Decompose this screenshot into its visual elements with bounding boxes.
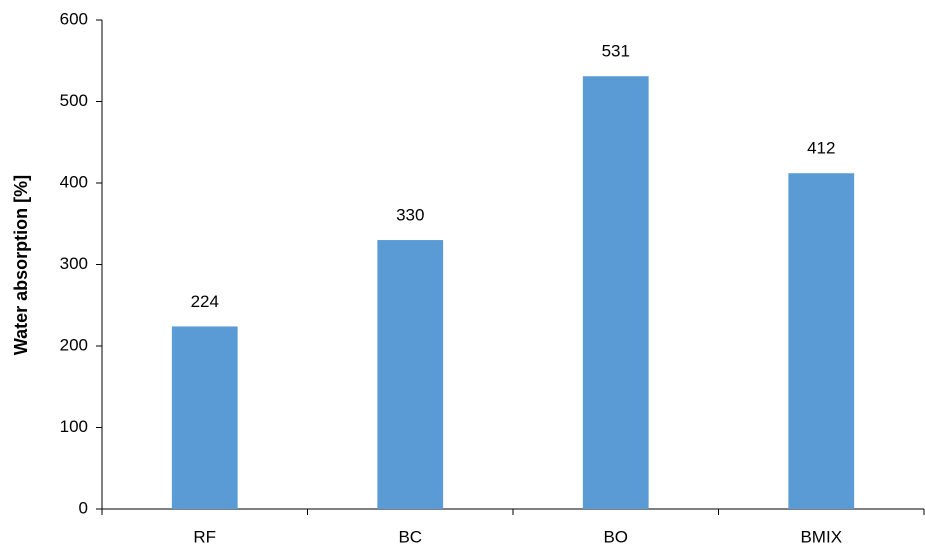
y-axis-label: Water absorption [%]	[11, 175, 31, 355]
y-tick-label: 400	[60, 172, 88, 191]
data-label: 224	[191, 292, 219, 311]
y-tick-label: 500	[60, 91, 88, 110]
bar	[582, 76, 649, 510]
y-tick-label: 200	[60, 335, 88, 354]
bar	[377, 240, 444, 510]
x-tick-label: RF	[193, 527, 216, 546]
x-tick-label: BC	[398, 527, 422, 546]
y-tick-label: 0	[79, 498, 88, 517]
x-tick-label: BO	[603, 527, 628, 546]
y-tick-label: 600	[60, 9, 88, 28]
data-label: 531	[602, 42, 630, 61]
bar	[171, 326, 238, 509]
x-tick-label: BMIX	[800, 527, 842, 546]
data-label: 412	[807, 139, 835, 158]
y-tick-label: 100	[60, 417, 88, 436]
y-tick-label: 300	[60, 254, 88, 273]
bar	[788, 173, 855, 509]
data-label: 330	[396, 206, 424, 225]
